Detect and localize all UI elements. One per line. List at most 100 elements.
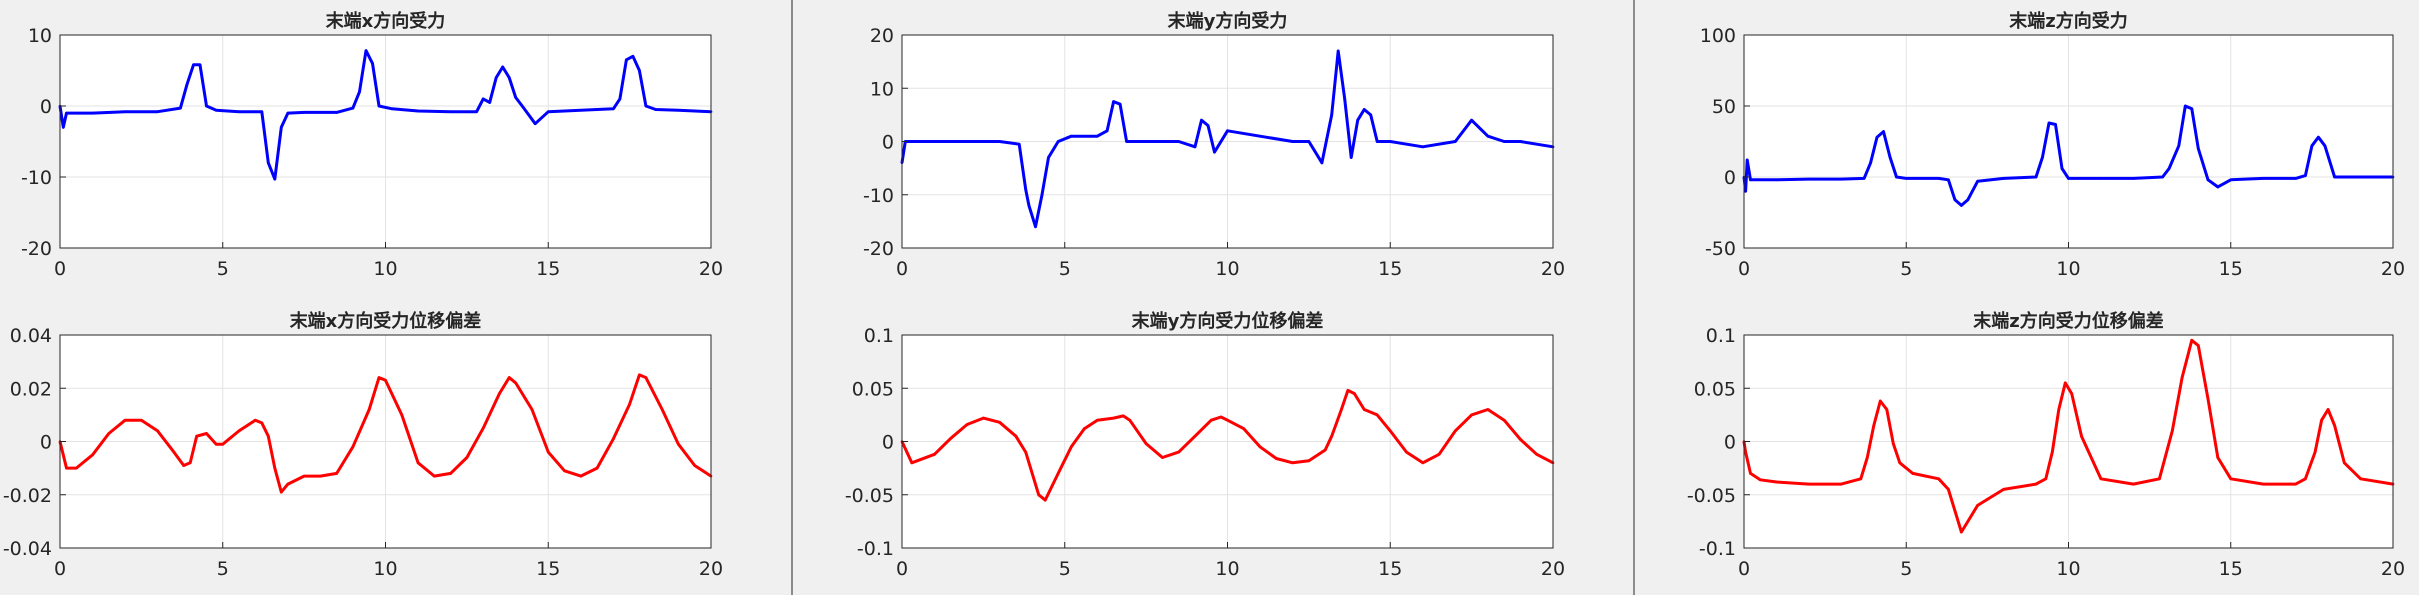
y-tick-label: 0 [1724, 167, 1736, 189]
data-point [156, 110, 159, 113]
data-point [1502, 140, 1506, 143]
data-point [465, 456, 469, 459]
data-point [546, 110, 550, 113]
x-tick-label: 20 [1541, 258, 1565, 280]
data-point [2132, 177, 2135, 180]
data-point [254, 418, 257, 422]
x-tick-label: 20 [699, 558, 723, 580]
data-point [221, 442, 225, 446]
data-point [205, 432, 208, 435]
y-tick-label: 0 [40, 96, 52, 118]
data-point [371, 62, 374, 65]
data-point [2229, 178, 2233, 182]
chart-4: 0 5 10 15 20 -0.04 -0.02 0 0.02 0.04 末端x方向受力位移偏差 [3, 310, 723, 580]
data-point [1882, 130, 1885, 133]
data-point [2167, 167, 2171, 170]
chart-5: 0 5 10 15 20 -0.1 -0.05 0 0.05 0.1 末端y方向受力位移偏差 [845, 310, 1565, 580]
data-point [1056, 140, 1060, 143]
data-point [1878, 399, 1882, 403]
data-point [501, 65, 504, 69]
data-point [1872, 424, 1876, 427]
data-point [367, 408, 371, 411]
x-tick-label: 20 [2381, 258, 2405, 280]
data-point [1226, 418, 1229, 422]
data-point [965, 423, 969, 426]
y-tick-label: -20 [21, 238, 52, 260]
data-point [2190, 107, 2194, 111]
data-point [933, 140, 936, 143]
data-point [1862, 177, 1866, 180]
x-tick-label: 20 [1541, 558, 1565, 580]
data-point [65, 111, 68, 115]
data-point [1193, 145, 1197, 149]
data-point [335, 472, 338, 475]
y-tick-label: 0.04 [10, 325, 52, 347]
data-point [65, 466, 68, 470]
data-point [2343, 461, 2346, 465]
data-point [1105, 129, 1109, 133]
data-point [494, 76, 498, 79]
data-point [1807, 482, 1811, 486]
data-point [351, 445, 355, 449]
y-tick-label: 0 [882, 432, 894, 454]
data-point [563, 469, 566, 473]
chart-title: 末端z方向受力 [2009, 10, 2127, 32]
data-point [1291, 461, 1294, 465]
data-point [2158, 477, 2161, 481]
data-point [677, 108, 680, 112]
data-point [1213, 150, 1216, 154]
data-point [618, 97, 622, 101]
data-point [1744, 189, 1747, 193]
data-point [2070, 392, 2074, 395]
data-point [267, 434, 270, 438]
data-point [1030, 472, 1034, 475]
data-point [1745, 158, 1749, 162]
y-tick-label: 0 [882, 132, 894, 154]
data-point [1937, 477, 1940, 481]
data-point [1875, 135, 1879, 139]
data-point [1353, 392, 1356, 395]
data-point [1486, 408, 1490, 411]
data-point [214, 442, 218, 446]
data-point [507, 76, 511, 79]
data-point [267, 161, 270, 165]
data-point [91, 111, 94, 115]
data-point [2326, 408, 2330, 411]
data-point [933, 452, 936, 456]
data-point [2294, 482, 2297, 486]
data-point [1161, 456, 1164, 459]
y-tick-label: -0.05 [1687, 485, 1736, 507]
x-tick-label: 0 [1738, 258, 1750, 280]
data-point [2261, 177, 2265, 180]
chart-title: 末端x方向受力位移偏差 [290, 310, 482, 332]
data-point [1177, 450, 1180, 454]
data-point [579, 108, 583, 112]
data-point [2304, 477, 2307, 481]
data-point [260, 110, 264, 113]
data-point [400, 413, 404, 417]
x-tick-label: 20 [2381, 558, 2405, 580]
y-tick-label: -50 [1705, 238, 1736, 260]
data-point [1125, 140, 1128, 143]
data-point [449, 110, 452, 113]
data-point [1340, 408, 1343, 411]
data-point [2099, 477, 2103, 481]
data-point [2323, 144, 2327, 148]
data-point [1343, 97, 1346, 101]
y-tick-label: -0.02 [3, 485, 52, 507]
x-tick-label: 10 [1215, 258, 1239, 280]
data-point [140, 418, 143, 422]
data-point [1454, 429, 1457, 433]
data-point [182, 464, 185, 467]
data-point [364, 49, 368, 52]
data-point [1744, 450, 1747, 454]
data-point [2294, 177, 2297, 180]
data-point [2216, 456, 2220, 459]
y-tick-label: 100 [1700, 25, 1736, 47]
data-point [1144, 442, 1148, 445]
data-point [1034, 225, 1037, 228]
data-point [1486, 134, 1490, 138]
data-point [2313, 450, 2317, 454]
y-tick-label: 10 [28, 25, 52, 47]
